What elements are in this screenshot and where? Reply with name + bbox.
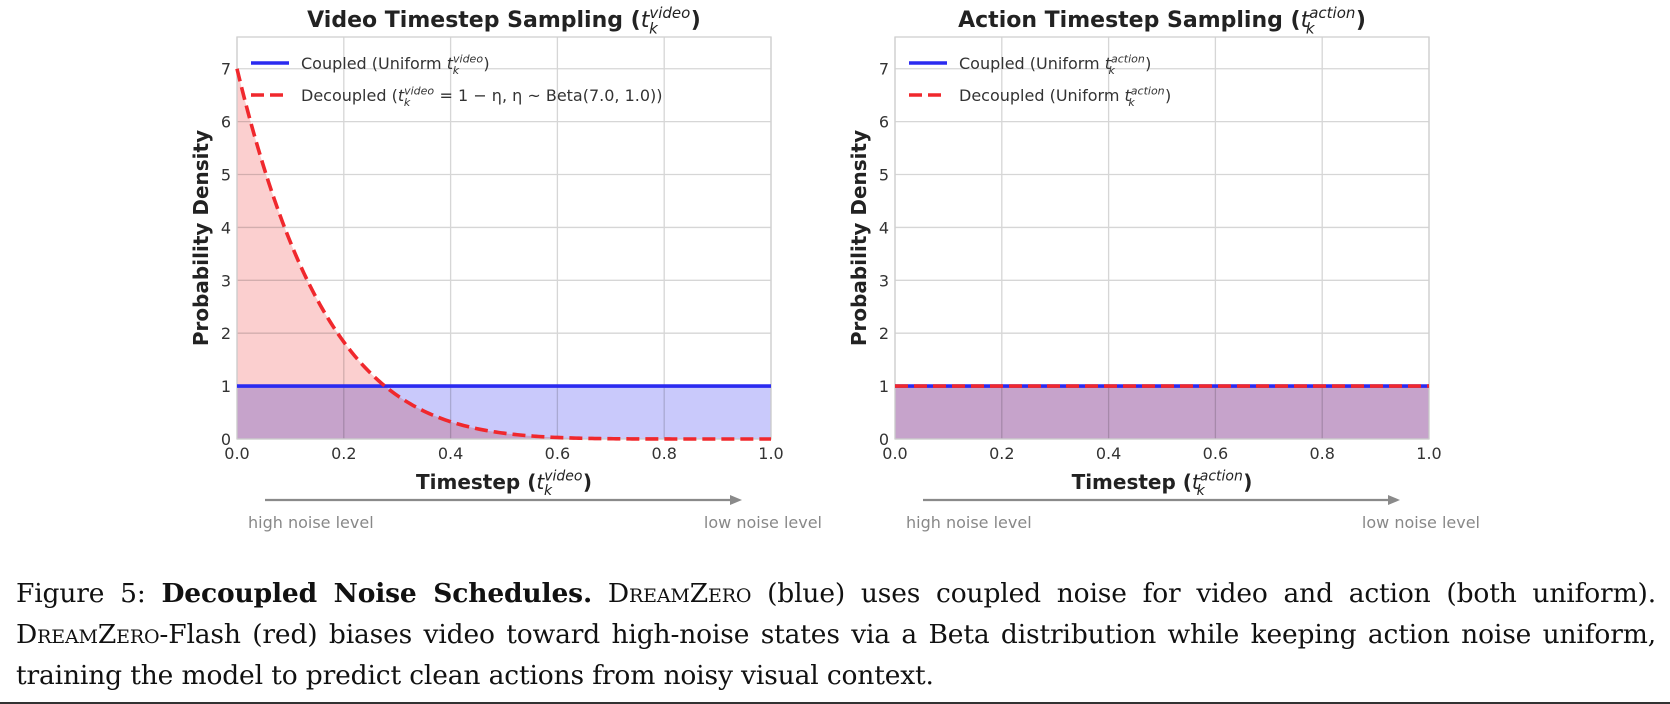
plot-frame <box>236 36 772 440</box>
y-tick-label: 0 <box>221 430 231 449</box>
legend-label-2: Decoupled (Uniform taction k) <box>959 84 1171 109</box>
low-noise-label: low noise level <box>1362 513 1480 532</box>
y-tick-label: 5 <box>221 166 231 185</box>
y-tick-label: 4 <box>879 218 889 237</box>
figure: Video Timestep Sampling (tvideo k) 0.0 0.2 0… <box>189 4 1480 532</box>
y-tick-label: 1 <box>221 377 231 396</box>
chart-panel-2: Action Timestep Sampling (taction k) 0.0 0.… <box>847 4 1480 532</box>
legend-label-2: Decoupled (tvideo k = 1 − η, η ~ Beta(7.0… <box>301 84 663 109</box>
legend: Coupled (Uniform tvideo k) Decoupled (tvid… <box>251 52 663 109</box>
high-noise-label: high noise level <box>906 513 1032 532</box>
chart-title: Video Timestep Sampling (tvideo k) <box>307 4 701 38</box>
y-tick-label: 7 <box>879 60 889 79</box>
caption-bold-title: Decoupled Noise Schedules. <box>161 578 593 609</box>
y-tick-label: 6 <box>879 113 889 132</box>
y-tick-label: 5 <box>879 166 889 185</box>
figure-caption: Figure 5: Decoupled Noise Schedules. Dre… <box>16 573 1656 696</box>
x-tick-label: 0.2 <box>331 444 356 463</box>
y-tick-label: 3 <box>221 271 231 290</box>
noise-arrow: high noise level low noise level <box>248 495 822 532</box>
x-tick-label: 0.6 <box>545 444 570 463</box>
y-tick-label: 2 <box>879 324 889 343</box>
plot-frame <box>894 36 1430 440</box>
caption-figure-label: Figure 5: <box>16 578 162 609</box>
caption-model-name: DreamZero <box>607 578 752 609</box>
legend-label-1: Coupled (Uniform taction k) <box>959 52 1151 77</box>
y-tick-label: 1 <box>879 377 889 396</box>
legend-label-1: Coupled (Uniform tvideo k) <box>301 52 490 77</box>
x-tick-label: 0.4 <box>1096 444 1121 463</box>
series-fill-2 <box>237 68 771 440</box>
chart-title: Action Timestep Sampling (taction k) <box>958 4 1366 38</box>
x-tick-label: 0.8 <box>651 444 676 463</box>
legend: Coupled (Uniform taction k) Decoupled (Uni… <box>909 52 1171 109</box>
caption-text-2: -Flash (red) biases video toward high-no… <box>16 619 1656 691</box>
arrow-head <box>730 495 742 505</box>
figure-canvas: Video Timestep Sampling (tvideo k) 0.0 0.2 0… <box>189 4 1480 532</box>
x-tick-label: 0.4 <box>438 444 463 463</box>
x-tick-label: 0.2 <box>989 444 1014 463</box>
arrow-head <box>1388 495 1400 505</box>
series-fill-2 <box>895 386 1429 439</box>
y-axis-label: Probability Density <box>847 130 871 346</box>
noise-arrow: high noise level low noise level <box>906 495 1480 532</box>
x-tick-label: 1.0 <box>758 444 783 463</box>
x-tick-label: 0.8 <box>1309 444 1334 463</box>
y-axis-label: Probability Density <box>189 130 213 346</box>
chart-panel-1: Video Timestep Sampling (tvideo k) 0.0 0.2 0… <box>189 4 822 532</box>
y-tick-label: 4 <box>221 218 231 237</box>
low-noise-label: low noise level <box>704 513 822 532</box>
y-tick-label: 7 <box>221 60 231 79</box>
x-tick-label: 1.0 <box>1416 444 1441 463</box>
x-tick-label: 0.0 <box>224 444 249 463</box>
y-tick-label: 6 <box>221 113 231 132</box>
high-noise-label: high noise level <box>248 513 374 532</box>
bottom-rule <box>0 702 1670 704</box>
x-tick-label: 0.6 <box>1203 444 1228 463</box>
x-axis-label: Timestep (tvideo k) <box>416 469 592 499</box>
y-tick-label: 0 <box>879 430 889 449</box>
y-tick-label: 3 <box>879 271 889 290</box>
x-tick-label: 0.0 <box>882 444 907 463</box>
y-tick-label: 2 <box>221 324 231 343</box>
x-axis-label: Timestep (taction k) <box>1072 469 1253 499</box>
caption-model-name-2: DreamZero <box>16 619 160 650</box>
caption-text-1: (blue) uses coupled noise for video and … <box>751 578 1657 609</box>
series-line-2 <box>235 68 771 441</box>
